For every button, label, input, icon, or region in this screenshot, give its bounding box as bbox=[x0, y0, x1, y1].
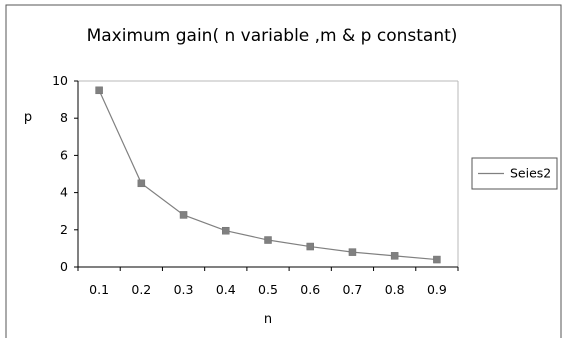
x-tick-label: 0.8 bbox=[385, 282, 405, 297]
x-tick-label: 0.7 bbox=[342, 282, 362, 297]
data-point-marker bbox=[390, 252, 399, 260]
x-tick-label: 0.2 bbox=[131, 282, 151, 297]
data-point-marker bbox=[348, 248, 357, 256]
x-tick-label: 0.4 bbox=[216, 282, 236, 297]
y-axis-title: p bbox=[24, 110, 32, 125]
x-tick-label: 0.1 bbox=[89, 282, 109, 297]
y-tick-label: 4 bbox=[60, 185, 68, 200]
data-point-marker bbox=[222, 226, 230, 235]
legend: Seies2 bbox=[471, 157, 558, 190]
data-point-marker bbox=[95, 86, 103, 95]
x-tick-label: 0.6 bbox=[300, 282, 320, 297]
y-tick-label: 6 bbox=[60, 147, 68, 162]
data-point-marker bbox=[179, 211, 188, 219]
data-point-marker bbox=[264, 236, 272, 244]
x-tick-label: 0.9 bbox=[427, 282, 447, 297]
legend-label: Seies2 bbox=[510, 166, 551, 181]
chart-area-border bbox=[5, 4, 562, 338]
y-tick-label: 8 bbox=[60, 110, 68, 125]
y-tick-label: 10 bbox=[52, 73, 68, 88]
y-tick-label: 0 bbox=[60, 259, 68, 274]
data-point-marker bbox=[137, 179, 146, 188]
x-axis-title: n bbox=[264, 312, 272, 327]
y-tick-label: 2 bbox=[60, 222, 68, 237]
data-point-marker bbox=[433, 255, 441, 264]
plot-area: 0 2 4 6 8 10 0.1 0.2 0.3 0.4 0.5 0.6 0.7 0.8 0.9 bbox=[52, 73, 459, 297]
data-point-marker bbox=[306, 242, 314, 251]
x-tick-label: 0.3 bbox=[174, 282, 194, 297]
chart-title: Maximum gain( n variable ,m & p constant… bbox=[87, 26, 458, 46]
x-tick-label: 0.5 bbox=[258, 282, 278, 297]
